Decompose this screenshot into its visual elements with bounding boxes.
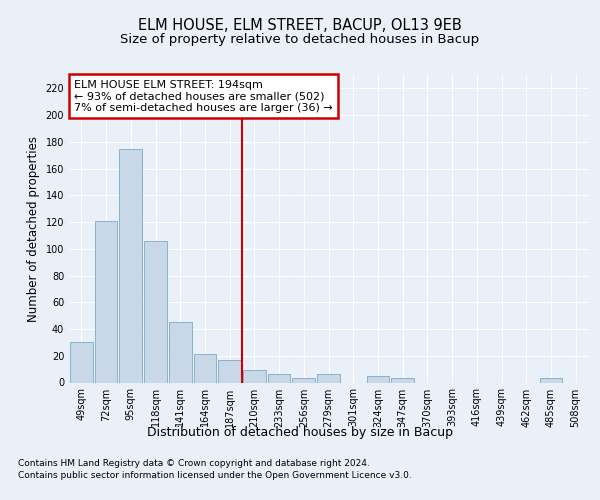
Bar <box>169 322 191 382</box>
Bar <box>119 148 142 382</box>
Bar <box>95 220 118 382</box>
Bar <box>144 241 167 382</box>
Text: Distribution of detached houses by size in Bacup: Distribution of detached houses by size … <box>147 426 453 439</box>
Bar <box>317 374 340 382</box>
Text: Size of property relative to detached houses in Bacup: Size of property relative to detached ho… <box>121 32 479 46</box>
Text: ELM HOUSE ELM STREET: 194sqm
← 93% of detached houses are smaller (502)
7% of se: ELM HOUSE ELM STREET: 194sqm ← 93% of de… <box>74 80 333 113</box>
Text: Contains public sector information licensed under the Open Government Licence v3: Contains public sector information licen… <box>18 472 412 480</box>
Bar <box>539 378 562 382</box>
Bar <box>391 378 414 382</box>
Text: Contains HM Land Registry data © Crown copyright and database right 2024.: Contains HM Land Registry data © Crown c… <box>18 460 370 468</box>
Bar <box>268 374 290 382</box>
Bar <box>243 370 266 382</box>
Bar <box>367 376 389 382</box>
Y-axis label: Number of detached properties: Number of detached properties <box>27 136 40 322</box>
Bar <box>292 378 315 382</box>
Bar <box>194 354 216 382</box>
Bar <box>70 342 93 382</box>
Text: ELM HOUSE, ELM STREET, BACUP, OL13 9EB: ELM HOUSE, ELM STREET, BACUP, OL13 9EB <box>138 18 462 32</box>
Bar <box>218 360 241 382</box>
